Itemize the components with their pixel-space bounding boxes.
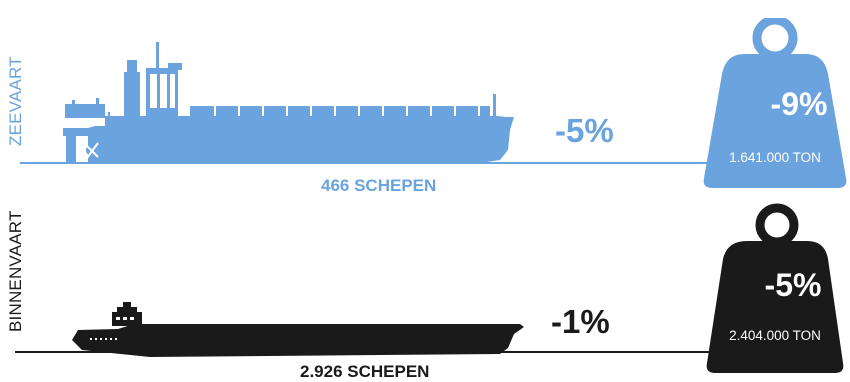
weight-icon — [706, 203, 844, 373]
barge-icon — [15, 302, 745, 357]
sea-tonnage-change: -9% — [770, 86, 828, 122]
inland-ship-change: -1% — [551, 303, 610, 340]
sea-ship-count: 466 SCHEPEN — [321, 176, 437, 195]
inland-ship-count: 2.926 SCHEPEN — [300, 362, 430, 381]
sea-tonnage-value: 1.641.000 TON — [729, 150, 821, 165]
sea-ship-change: -5% — [555, 112, 614, 149]
inland-tonnage-change: -5% — [764, 267, 822, 303]
inland-tonnage-value: 2.404.000 TON — [729, 328, 821, 343]
weight-icon — [703, 15, 847, 188]
inland-shipping-section: BINNENVAART 2.926 SCHEPEN -1% -5% 2.404 — [0, 190, 850, 381]
inland-tonnage-weight: -5% 2.404.000 TON — [705, 195, 845, 378]
container-ship-icon — [20, 42, 745, 164]
sea-shipping-section: ZEEVAART — [0, 0, 850, 195]
sea-tonnage-weight: -9% 1.641.000 TON — [700, 15, 850, 193]
